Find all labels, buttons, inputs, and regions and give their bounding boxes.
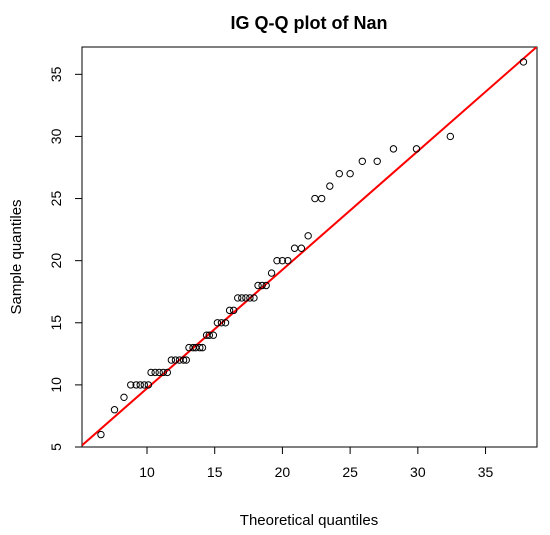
data-point — [304, 232, 312, 240]
data-point — [167, 356, 176, 364]
data-point — [346, 170, 354, 178]
data-point — [234, 294, 242, 302]
data-point — [97, 430, 105, 439]
data-point — [196, 343, 204, 352]
y-axis-title: Sample quantiles — [8, 199, 25, 314]
y-tick-label: 30 — [48, 128, 64, 144]
data-point — [284, 256, 292, 265]
data-point — [209, 331, 218, 339]
y-tick-label: 10 — [48, 377, 64, 393]
data-point — [127, 381, 135, 389]
data-point — [163, 368, 172, 377]
data-point — [242, 294, 250, 302]
data-point — [229, 306, 238, 315]
x-tick-label: 10 — [139, 464, 155, 480]
data-point — [358, 157, 367, 165]
x-tick-label: 35 — [478, 464, 494, 480]
data-point — [297, 244, 306, 252]
data-point — [262, 281, 270, 290]
data-point — [213, 319, 222, 327]
reference-line — [82, 47, 537, 447]
x-tick-label: 20 — [275, 464, 291, 480]
y-tick-label: 15 — [48, 315, 64, 331]
x-tick-label: 15 — [207, 464, 223, 480]
data-points — [97, 58, 528, 439]
y-tick-label: 35 — [48, 66, 64, 82]
data-point — [179, 356, 188, 364]
data-point — [311, 194, 319, 203]
data-point — [132, 381, 140, 389]
data-point — [519, 58, 528, 66]
chart-title: IG Q-Q plot of Nan — [231, 13, 388, 33]
data-point — [267, 269, 276, 277]
data-point — [120, 393, 128, 402]
data-point — [147, 368, 155, 377]
data-point — [278, 256, 287, 265]
x-tick-label: 25 — [342, 464, 358, 480]
data-point — [221, 319, 230, 327]
data-point — [198, 343, 207, 352]
data-point — [151, 368, 159, 377]
x-axis: 10 15 20 25 30 35 — [139, 446, 494, 480]
data-point — [110, 406, 119, 414]
data-point — [273, 256, 281, 265]
y-axis: 5 10 15 20 25 30 35 — [48, 66, 83, 451]
data-point — [140, 381, 148, 389]
y-tick-label: 5 — [48, 443, 64, 451]
data-point — [258, 281, 266, 290]
data-point — [326, 182, 334, 190]
data-point — [225, 306, 234, 315]
data-point — [205, 331, 213, 339]
data-point — [144, 381, 153, 389]
data-point — [136, 381, 144, 389]
data-point — [446, 132, 455, 141]
data-point — [171, 356, 180, 364]
data-point — [217, 319, 226, 327]
data-point — [250, 294, 258, 302]
y-tick-label: 25 — [48, 191, 64, 207]
data-point — [290, 244, 299, 252]
data-point — [155, 368, 163, 377]
x-axis-title: Theoretical quantiles — [240, 512, 378, 529]
data-point — [335, 170, 343, 178]
data-point — [182, 356, 190, 364]
data-point — [317, 194, 326, 203]
data-point — [412, 145, 421, 153]
data-point — [246, 294, 254, 302]
data-point — [238, 294, 246, 302]
x-tick-label: 30 — [410, 464, 426, 480]
data-point — [159, 368, 167, 377]
data-point — [389, 145, 398, 153]
data-point — [373, 157, 381, 165]
y-tick-label: 20 — [48, 253, 64, 269]
data-point — [254, 281, 262, 290]
